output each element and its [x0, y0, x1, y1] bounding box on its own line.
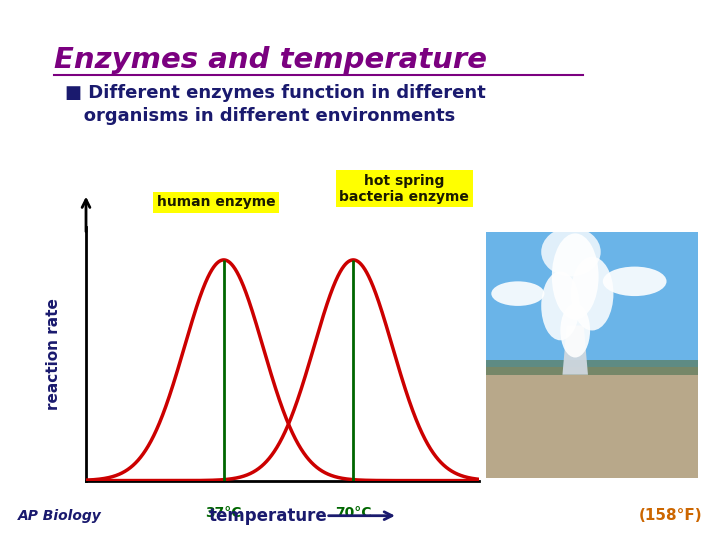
- Text: hot spring
bacteria enzyme: hot spring bacteria enzyme: [339, 174, 469, 204]
- Text: human enzyme: human enzyme: [156, 195, 275, 209]
- Text: AP Biology: AP Biology: [18, 509, 102, 523]
- Ellipse shape: [541, 272, 580, 340]
- Text: reaction rate: reaction rate: [45, 298, 60, 410]
- Polygon shape: [486, 360, 698, 375]
- Text: 37°C: 37°C: [205, 506, 242, 520]
- Ellipse shape: [541, 227, 600, 276]
- Text: (158°F): (158°F): [639, 508, 702, 523]
- Polygon shape: [562, 326, 588, 375]
- Polygon shape: [486, 367, 698, 478]
- Ellipse shape: [603, 267, 667, 296]
- Polygon shape: [486, 232, 698, 367]
- Ellipse shape: [571, 256, 613, 330]
- Ellipse shape: [560, 303, 590, 357]
- Text: 70°C: 70°C: [335, 506, 372, 520]
- Text: ■ Different enzymes function in different
   organisms in different environments: ■ Different enzymes function in differen…: [65, 84, 485, 125]
- Text: Enzymes and temperature: Enzymes and temperature: [54, 46, 487, 74]
- Ellipse shape: [552, 233, 598, 320]
- Text: temperature: temperature: [209, 507, 328, 525]
- Ellipse shape: [491, 281, 544, 306]
